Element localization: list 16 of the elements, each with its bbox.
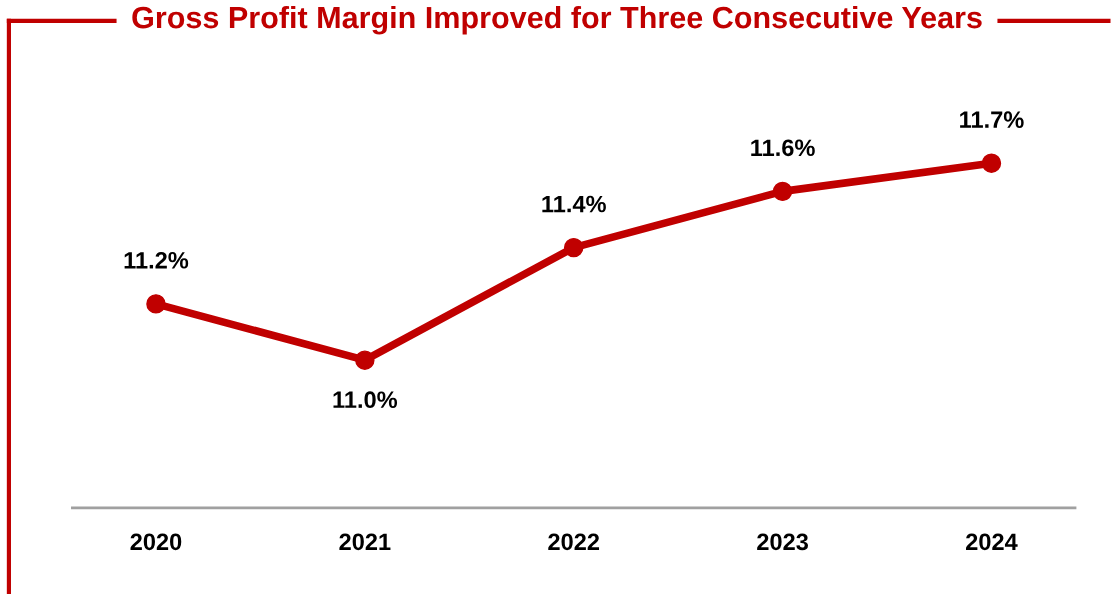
point	[772, 181, 793, 202]
x-tick-label: 2020	[130, 533, 182, 551]
data-label: 11.7%	[960, 111, 1024, 128]
point	[981, 153, 1002, 173]
x-tick-label: 2022	[548, 533, 600, 551]
x-tick-label: 2021	[339, 533, 391, 551]
data-label: 11.2%	[124, 251, 189, 269]
x-tick-label: 2023	[757, 533, 808, 551]
data-label: 11.6%	[751, 139, 815, 157]
point	[563, 237, 584, 258]
chart-title: Gross Profit Margin Improved for Three Consecutive Years	[132, 5, 982, 35]
x-tick-label: 2024	[966, 533, 1018, 551]
point	[355, 350, 375, 370]
data-label: 11.4%	[542, 195, 606, 213]
point	[146, 294, 166, 314]
data-label: 11.0%	[333, 391, 398, 409]
